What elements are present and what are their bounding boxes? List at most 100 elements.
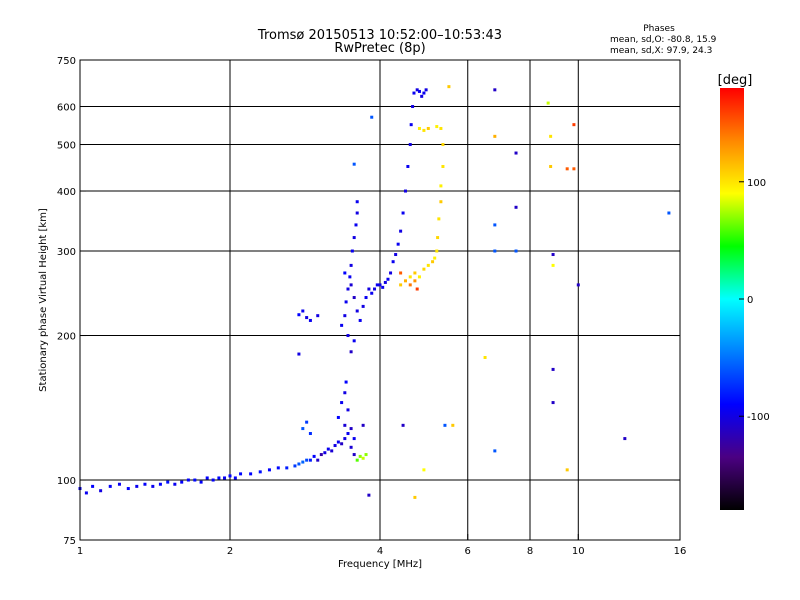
data-point xyxy=(297,313,301,317)
data-point xyxy=(408,143,412,147)
data-point xyxy=(409,123,413,127)
data-point xyxy=(391,260,395,264)
data-point xyxy=(355,211,359,215)
data-point xyxy=(435,249,439,253)
data-point xyxy=(451,423,455,427)
data-point xyxy=(143,482,147,486)
data-point xyxy=(340,442,344,446)
data-point xyxy=(349,445,353,449)
data-point xyxy=(126,487,130,491)
data-point xyxy=(546,101,550,105)
data-point xyxy=(381,285,385,289)
data-point xyxy=(426,263,430,267)
data-point xyxy=(117,482,121,486)
data-point xyxy=(343,437,347,441)
data-point xyxy=(373,287,377,291)
data-point xyxy=(389,271,393,275)
x-tick-label: 2 xyxy=(227,546,233,557)
y-tick-label: 300 xyxy=(57,247,76,258)
data-point xyxy=(151,484,155,488)
data-point xyxy=(413,279,417,283)
data-point xyxy=(249,472,253,476)
data-point xyxy=(233,476,237,480)
data-point xyxy=(158,482,162,486)
data-point xyxy=(394,253,398,257)
data-point xyxy=(415,88,419,92)
data-point xyxy=(173,482,177,486)
y-tick-label: 100 xyxy=(57,476,76,487)
x-tick-label: 1 xyxy=(77,546,83,557)
data-point xyxy=(355,458,359,462)
data-point xyxy=(358,454,362,458)
data-point xyxy=(433,256,437,260)
data-point xyxy=(308,318,312,322)
data-point xyxy=(370,115,374,119)
data-point xyxy=(223,476,227,480)
data-point xyxy=(349,283,353,287)
x-tick-label: 4 xyxy=(377,546,383,557)
data-point xyxy=(420,94,424,98)
y-tick-label: 200 xyxy=(57,332,76,343)
phases-mean-x: mean, sd,X: 97.9, 24.3 xyxy=(610,46,712,56)
data-point xyxy=(297,352,301,356)
data-point xyxy=(572,167,576,171)
y-tick-label: 75 xyxy=(63,536,76,547)
data-point xyxy=(217,476,221,480)
data-point xyxy=(343,314,347,318)
data-point xyxy=(301,427,305,431)
data-point xyxy=(396,242,400,246)
data-point xyxy=(412,91,416,95)
data-point xyxy=(285,466,289,470)
data-point xyxy=(483,355,487,359)
data-point xyxy=(228,474,232,478)
data-point xyxy=(386,277,390,281)
x-tick-label: 10 xyxy=(572,546,585,557)
data-point xyxy=(349,427,353,431)
data-points xyxy=(78,85,671,499)
data-point xyxy=(549,164,553,168)
data-point xyxy=(399,271,403,275)
data-point xyxy=(417,126,421,130)
data-point xyxy=(378,283,382,287)
data-point xyxy=(514,151,518,155)
data-point xyxy=(135,484,139,488)
data-point xyxy=(301,460,305,464)
data-point xyxy=(401,423,405,427)
colorbar-ticks: 100 0 -100 xyxy=(739,178,770,423)
data-point xyxy=(551,263,555,267)
data-point xyxy=(426,126,430,130)
data-point xyxy=(99,489,103,493)
data-point xyxy=(403,279,407,283)
data-point xyxy=(258,470,262,474)
data-point xyxy=(343,391,347,395)
data-point xyxy=(383,280,387,284)
data-point xyxy=(375,283,379,287)
data-point xyxy=(514,249,518,253)
data-point xyxy=(565,468,569,472)
data-point xyxy=(180,480,184,484)
chart-subtitle: RwPretec (8p) xyxy=(334,41,425,56)
data-point xyxy=(352,236,356,240)
data-point xyxy=(406,164,410,168)
data-point xyxy=(316,314,320,318)
data-point xyxy=(422,91,426,95)
data-point xyxy=(199,480,203,484)
data-point xyxy=(193,478,197,482)
data-point xyxy=(441,143,445,147)
data-point xyxy=(346,287,350,291)
data-point xyxy=(305,420,309,424)
data-point xyxy=(301,309,305,313)
data-point xyxy=(493,134,497,138)
data-point xyxy=(346,408,350,412)
data-point xyxy=(493,223,497,227)
data-point xyxy=(211,478,215,482)
colorbar-tick-label: -100 xyxy=(747,412,770,423)
data-point xyxy=(565,167,569,171)
data-point xyxy=(549,134,553,138)
data-point xyxy=(422,267,426,271)
data-point xyxy=(361,456,365,460)
data-point xyxy=(361,423,365,427)
data-point xyxy=(276,466,280,470)
data-point xyxy=(439,200,443,204)
